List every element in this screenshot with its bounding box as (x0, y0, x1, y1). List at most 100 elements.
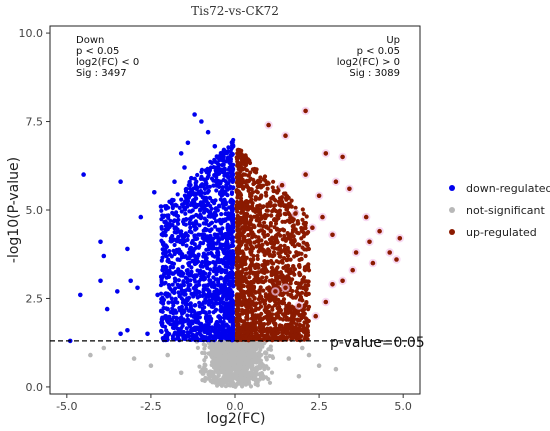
point (213, 346, 218, 351)
point (221, 156, 226, 161)
point (233, 374, 238, 379)
point (200, 241, 206, 246)
point (167, 252, 173, 257)
point (198, 216, 203, 221)
point (279, 182, 285, 188)
point (220, 296, 225, 301)
point (333, 366, 339, 372)
point (297, 284, 302, 289)
point (260, 297, 265, 302)
point (213, 375, 218, 380)
point (259, 361, 264, 366)
point (185, 302, 190, 307)
point (259, 311, 264, 316)
point (213, 210, 218, 215)
legend-swatch (449, 185, 455, 191)
point (179, 288, 184, 293)
point (296, 334, 301, 339)
point (270, 209, 275, 214)
point (293, 295, 298, 300)
point (350, 267, 356, 273)
point (303, 108, 308, 114)
point (243, 206, 248, 211)
up-annotation-line-4: Sig : 3089 (349, 68, 400, 79)
point (208, 281, 213, 286)
point (180, 252, 185, 257)
point (225, 239, 230, 244)
point (248, 309, 253, 314)
point (306, 279, 311, 284)
point (220, 192, 226, 197)
point (252, 344, 257, 349)
point (258, 375, 264, 380)
point (248, 384, 254, 389)
series-down-regulated (67, 112, 236, 344)
point (182, 336, 187, 341)
point (98, 239, 103, 245)
point (245, 202, 250, 207)
point (194, 325, 199, 330)
point (226, 332, 232, 337)
point (176, 217, 181, 222)
point (238, 193, 244, 198)
point (265, 232, 270, 238)
point (212, 224, 218, 229)
point (262, 259, 267, 264)
point (171, 198, 176, 203)
point (193, 335, 199, 340)
point (239, 264, 244, 269)
point (188, 202, 193, 207)
point (159, 277, 164, 282)
point (197, 364, 202, 369)
point (192, 233, 197, 238)
point (214, 321, 219, 326)
point (243, 163, 249, 168)
point (219, 276, 224, 281)
point (176, 238, 181, 243)
point (186, 250, 191, 255)
point (289, 232, 294, 237)
point (270, 245, 275, 250)
point (262, 350, 268, 355)
point (297, 318, 302, 323)
point (196, 245, 201, 250)
point (277, 208, 282, 213)
point (252, 296, 257, 301)
point (234, 155, 239, 160)
point (235, 370, 240, 375)
point (228, 178, 233, 183)
point (283, 133, 288, 138)
point (204, 338, 209, 343)
point (305, 265, 311, 270)
point (224, 328, 229, 334)
point (224, 378, 229, 383)
point (206, 274, 211, 279)
point (231, 185, 236, 190)
point (215, 370, 220, 375)
point (217, 245, 222, 250)
point (252, 372, 257, 377)
point (183, 222, 188, 227)
point (304, 242, 309, 247)
point (330, 282, 335, 287)
point (241, 299, 246, 304)
point (164, 328, 169, 333)
point (293, 211, 298, 216)
point (274, 267, 279, 272)
point (165, 306, 170, 312)
point (229, 165, 234, 170)
point (175, 336, 181, 341)
point (166, 316, 172, 321)
point (286, 324, 291, 329)
point (237, 228, 242, 233)
point (266, 303, 272, 308)
point (180, 202, 185, 207)
point (215, 232, 220, 237)
point (199, 174, 204, 179)
point (216, 268, 221, 273)
point (292, 267, 297, 272)
point (241, 323, 246, 328)
point (234, 319, 239, 324)
point (218, 242, 223, 247)
point (265, 213, 270, 218)
